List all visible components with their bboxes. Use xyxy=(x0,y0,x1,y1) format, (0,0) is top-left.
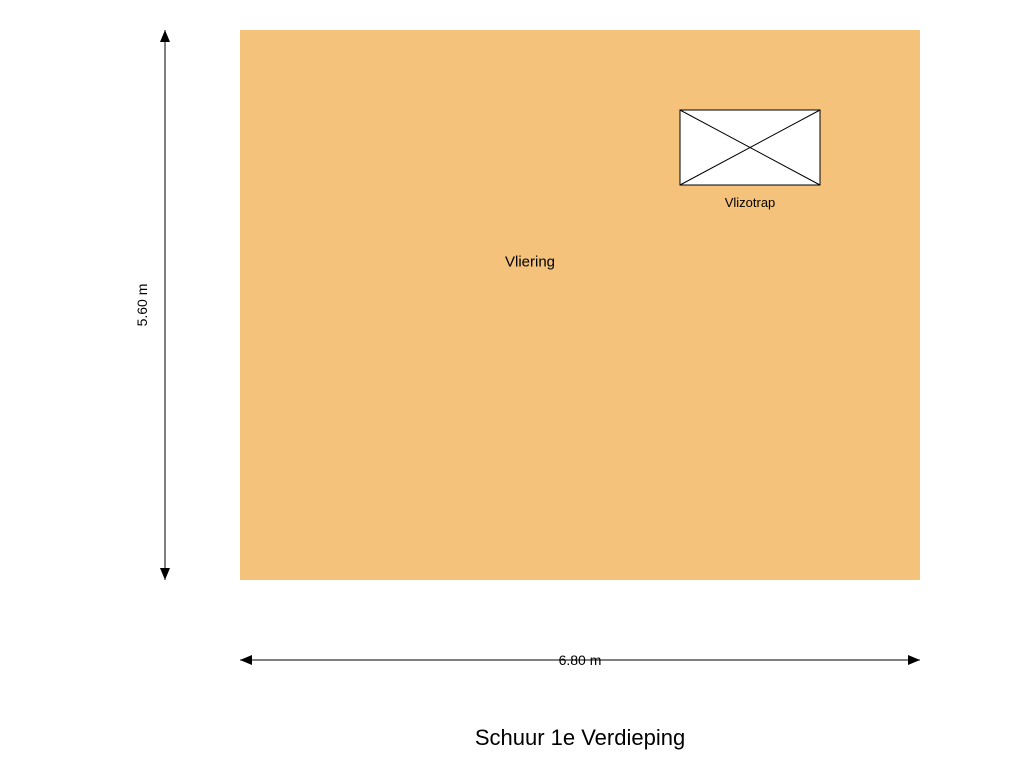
dimension-width-label: 6.80 m xyxy=(559,652,602,668)
floorplan-title: Schuur 1e Verdieping xyxy=(475,725,685,751)
dimension-width-line xyxy=(0,0,1024,768)
